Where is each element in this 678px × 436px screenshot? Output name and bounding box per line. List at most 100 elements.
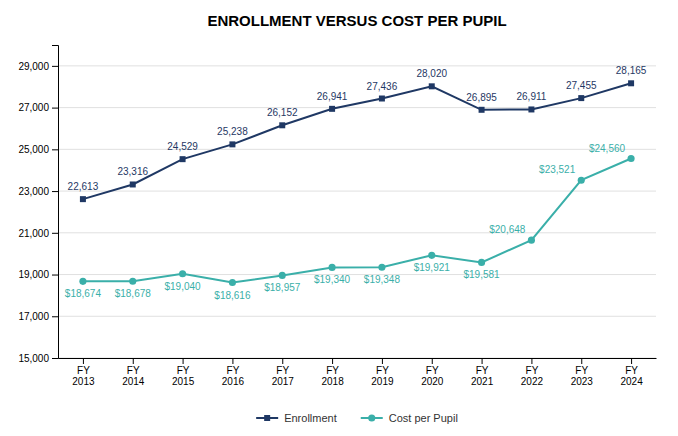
marker xyxy=(80,196,86,202)
y-tick-mark xyxy=(52,233,58,234)
y-tick: 15,000 xyxy=(18,353,58,364)
data-label: $19,581 xyxy=(464,269,501,280)
x-tick: FY2016 xyxy=(222,358,245,387)
marker xyxy=(378,264,385,271)
x-tick-label: FY2022 xyxy=(521,365,544,387)
grid-line xyxy=(58,232,656,233)
legend: Enrollment Cost per Pupil xyxy=(256,412,458,424)
data-labels: 22,61323,31624,52925,23826,15226,94127,4… xyxy=(65,65,647,300)
marker xyxy=(528,237,535,244)
plot: 15,000 17,000 19,000 21,000 23,000 25,000 27,0… xyxy=(18,46,656,388)
y-tick: 29,000 xyxy=(18,61,58,72)
data-label: 22,613 xyxy=(68,181,99,192)
x-tick-mark xyxy=(581,358,582,364)
data-label: 26,911 xyxy=(516,91,546,102)
grid-line xyxy=(58,316,656,317)
y-tick-mark xyxy=(52,108,58,109)
x-tick-mark xyxy=(631,358,632,364)
marker xyxy=(229,141,235,147)
marker xyxy=(329,106,335,112)
data-label: $18,674 xyxy=(65,288,102,299)
x-tick: FY2018 xyxy=(321,358,344,387)
legend-label: Enrollment xyxy=(284,412,337,424)
y-tick-mark xyxy=(52,275,58,276)
x-tick-label: FY2020 xyxy=(421,365,444,387)
data-label: 28,165 xyxy=(616,65,647,76)
x-tick-mark xyxy=(83,358,84,364)
data-label: $18,616 xyxy=(214,290,251,301)
grid-line xyxy=(58,191,656,192)
marker xyxy=(628,155,635,162)
y-tick: 21,000 xyxy=(18,228,58,239)
y-tick-mark xyxy=(52,191,58,192)
y-tick: 27,000 xyxy=(18,102,58,113)
y-tick: 23,000 xyxy=(18,186,58,197)
x-tick-label: FY2014 xyxy=(122,365,145,387)
legend-label: Cost per Pupil xyxy=(389,412,458,424)
x-axis-line xyxy=(59,358,657,359)
x-tick: FY2015 xyxy=(172,358,195,387)
x-tick: FY2021 xyxy=(471,358,494,387)
data-label: 28,020 xyxy=(416,68,447,79)
data-label: $23,521 xyxy=(539,164,576,175)
marker xyxy=(279,122,285,128)
x-tick: FY2023 xyxy=(571,358,594,387)
x-tick: FY2017 xyxy=(272,358,295,387)
legend-item: Cost per Pupil xyxy=(361,412,458,424)
x-tick-label: FY2013 xyxy=(72,365,95,387)
grid-line xyxy=(58,358,656,359)
data-label: 26,895 xyxy=(466,92,497,103)
y-tick-mark xyxy=(52,149,58,150)
grid-line xyxy=(58,274,656,275)
y-tick-label: 27,000 xyxy=(18,102,49,113)
marker xyxy=(429,83,435,89)
marker xyxy=(279,272,286,279)
x-tick: FY2019 xyxy=(371,358,394,387)
data-label: $19,340 xyxy=(314,274,351,285)
x-tick-label: FY2015 xyxy=(172,365,195,387)
marker xyxy=(180,156,186,162)
data-label: $19,348 xyxy=(364,274,401,285)
x-tick-mark xyxy=(133,358,134,364)
x-tick-mark xyxy=(232,358,233,364)
marker xyxy=(528,106,534,112)
marker xyxy=(578,95,584,101)
legend-item: Enrollment xyxy=(256,412,337,424)
marker xyxy=(79,278,86,285)
title: ENROLLMENT VERSUS COST PER PUPIL xyxy=(207,12,506,29)
data-label: 25,238 xyxy=(217,126,248,137)
y-tick: 25,000 xyxy=(18,144,58,155)
y-tick: 17,000 xyxy=(18,311,58,322)
x-tick-label: FY2024 xyxy=(620,365,643,387)
data-label: $24,560 xyxy=(589,143,626,154)
y-tick: 19,000 xyxy=(18,269,58,280)
grid-line xyxy=(58,65,656,66)
data-label: $18,678 xyxy=(115,288,152,299)
marker xyxy=(478,259,485,266)
marker xyxy=(428,252,435,259)
marker xyxy=(578,177,585,184)
x-axis: FY2013 FY2014 FY2015 FY2016 FY2017 FY2018 FY20… xyxy=(59,358,657,387)
data-label: $19,040 xyxy=(165,281,202,292)
grid-line xyxy=(58,149,656,150)
x-tick: FY2013 xyxy=(72,358,95,387)
x-tick-mark xyxy=(482,358,483,364)
grid xyxy=(58,66,656,358)
x-tick-label: FY2016 xyxy=(222,365,245,387)
y-tick-label: 19,000 xyxy=(18,269,49,280)
x-tick: FY2020 xyxy=(421,358,444,387)
data-label: 26,152 xyxy=(267,107,298,118)
x-tick-mark xyxy=(183,358,184,364)
data-label: 27,455 xyxy=(566,80,597,91)
data-label: $18,957 xyxy=(264,282,301,293)
y-tick-mark xyxy=(52,316,58,317)
x-tick-label: FY2019 xyxy=(371,365,394,387)
x-tick-label: FY2023 xyxy=(571,365,594,387)
x-tick-label: FY2018 xyxy=(321,365,344,387)
x-tick: FY2022 xyxy=(521,358,544,387)
x-tick-mark xyxy=(531,358,532,364)
marker xyxy=(379,96,385,102)
marker xyxy=(130,181,136,187)
series-line xyxy=(83,159,631,283)
x-tick-label: FY2021 xyxy=(471,365,494,387)
